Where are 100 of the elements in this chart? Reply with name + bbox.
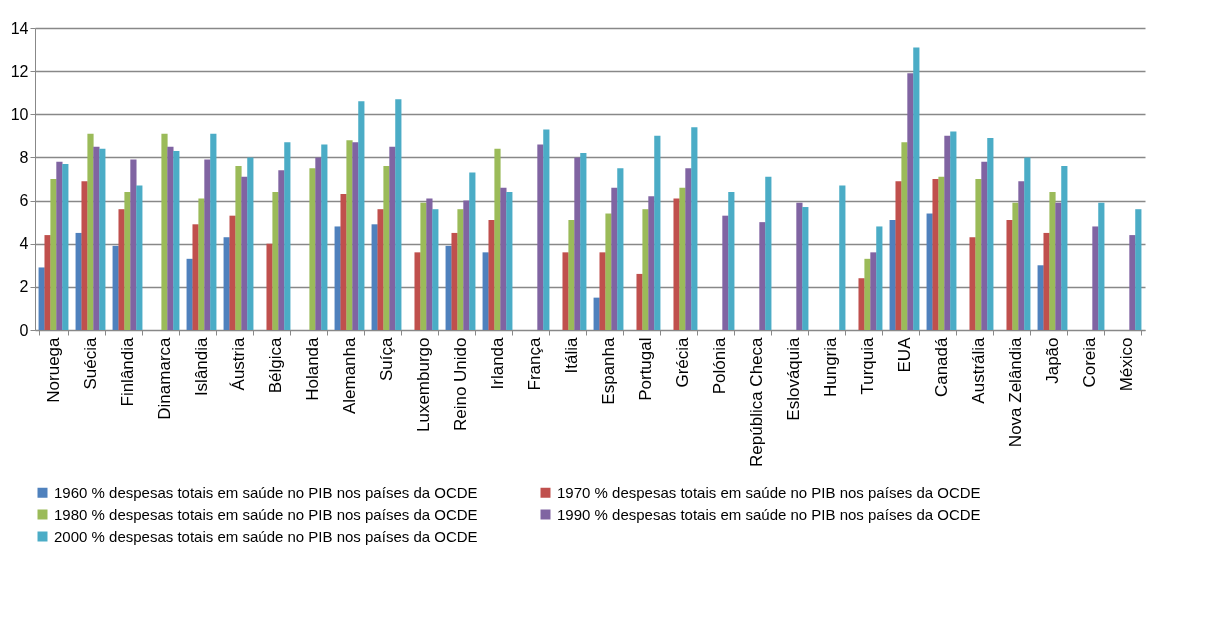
y-tick-label: 12 bbox=[10, 62, 29, 80]
bar bbox=[389, 146, 396, 330]
y-tick-label: 4 bbox=[19, 235, 29, 253]
bar bbox=[537, 144, 544, 330]
bar bbox=[500, 187, 507, 330]
x-tick-label: Áustria bbox=[229, 336, 248, 391]
x-tick-label: Japão bbox=[1043, 337, 1062, 384]
bar bbox=[136, 185, 143, 330]
x-tick-label: Suíça bbox=[377, 336, 396, 381]
x-tick-label: Canadá bbox=[932, 336, 951, 398]
x-tick-label: Islândia bbox=[192, 336, 211, 397]
bar bbox=[118, 209, 125, 330]
x-tick-label: Dinamarca bbox=[155, 336, 174, 420]
x-tick-label: República Checa bbox=[747, 336, 766, 467]
bar bbox=[568, 219, 575, 330]
bar bbox=[272, 191, 279, 330]
bar bbox=[278, 170, 285, 330]
x-tick-label: Alemanha bbox=[340, 336, 359, 415]
bar bbox=[395, 99, 402, 330]
bar bbox=[802, 207, 809, 330]
x-tick-label: Austrália bbox=[969, 336, 988, 404]
x-tick-label: Finlândia bbox=[118, 336, 137, 407]
bar bbox=[1092, 226, 1099, 330]
bar bbox=[426, 198, 433, 330]
bar bbox=[796, 202, 803, 330]
x-tick-label: México bbox=[1117, 337, 1136, 392]
x-tick-label: Noruega bbox=[44, 336, 63, 403]
bar bbox=[192, 224, 199, 330]
bar bbox=[284, 142, 291, 330]
bar bbox=[1018, 181, 1025, 330]
bar bbox=[1129, 235, 1136, 330]
bar bbox=[642, 209, 649, 330]
legend-label: 1990 % despesas totais em saúde no PIB nos países da OCDE bbox=[557, 505, 981, 523]
x-tick-label: Grécia bbox=[673, 336, 692, 388]
bar bbox=[210, 133, 217, 330]
bar bbox=[870, 252, 877, 330]
bar bbox=[469, 172, 476, 330]
bar bbox=[876, 226, 883, 330]
bar bbox=[1006, 219, 1013, 330]
bar bbox=[488, 219, 495, 330]
x-tick-label: Coreia bbox=[1080, 336, 1099, 388]
bar bbox=[1061, 166, 1068, 330]
bar bbox=[574, 157, 581, 330]
bar bbox=[229, 215, 236, 330]
x-tick-label: Nova Zelândia bbox=[1006, 336, 1025, 448]
bar bbox=[950, 131, 957, 330]
bar bbox=[1135, 209, 1142, 330]
bar bbox=[562, 252, 569, 330]
bar bbox=[679, 187, 686, 330]
bar bbox=[50, 179, 57, 330]
y-tick-label: 14 bbox=[10, 19, 29, 37]
x-tick-label: Espanha bbox=[599, 336, 618, 405]
bar bbox=[975, 179, 982, 330]
bar bbox=[543, 129, 550, 330]
bar bbox=[907, 73, 914, 330]
legend-label: 1970 % despesas totais em saúde no PIB nos países da OCDE bbox=[557, 483, 981, 501]
bar bbox=[722, 215, 729, 330]
bar bbox=[383, 166, 390, 330]
bar bbox=[99, 148, 106, 330]
bar bbox=[938, 176, 945, 330]
bar bbox=[654, 135, 661, 330]
bar bbox=[913, 47, 920, 330]
bar bbox=[358, 101, 365, 330]
bar bbox=[87, 133, 94, 330]
bar bbox=[506, 191, 513, 330]
bar bbox=[944, 135, 951, 330]
bar bbox=[691, 127, 698, 330]
bar bbox=[765, 176, 772, 330]
bar bbox=[81, 181, 88, 330]
bar bbox=[451, 232, 458, 330]
legend-label: 2000 % despesas totais em saúde no PIB nos países da OCDE bbox=[54, 527, 478, 545]
bar bbox=[161, 133, 168, 330]
bar bbox=[414, 252, 421, 330]
y-tick-label: 8 bbox=[19, 148, 29, 166]
bar bbox=[321, 144, 328, 330]
x-tick-label: Itália bbox=[562, 336, 581, 374]
bar bbox=[673, 198, 680, 330]
y-tick-label: 6 bbox=[19, 192, 29, 210]
bar bbox=[648, 196, 655, 330]
x-tick-label: Eslováquia bbox=[784, 336, 803, 421]
bar bbox=[1049, 191, 1056, 330]
bar bbox=[198, 198, 205, 330]
x-tick-label: Luxemburgo bbox=[414, 337, 433, 433]
bar bbox=[309, 168, 316, 330]
bar bbox=[1012, 202, 1019, 330]
bar bbox=[173, 150, 180, 330]
y-tick-label: 0 bbox=[19, 321, 29, 339]
bar bbox=[420, 202, 427, 330]
bar bbox=[969, 237, 976, 330]
bar bbox=[352, 142, 359, 330]
x-tick-label: Irlanda bbox=[488, 336, 507, 390]
bar bbox=[1098, 202, 1105, 330]
x-tick-label: Hungria bbox=[821, 336, 840, 398]
legend-label: 1980 % despesas totais em saúde no PIB nos países da OCDE bbox=[54, 505, 478, 523]
bar bbox=[93, 146, 100, 330]
bar bbox=[266, 243, 273, 330]
x-tick-label: Reino Unido bbox=[451, 337, 470, 432]
bar bbox=[56, 161, 63, 330]
x-tick-label: Portugal bbox=[636, 337, 655, 401]
bar bbox=[759, 222, 766, 330]
